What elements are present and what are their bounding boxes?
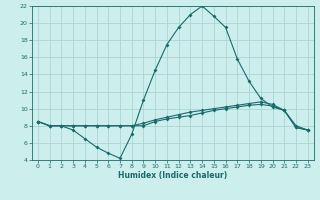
X-axis label: Humidex (Indice chaleur): Humidex (Indice chaleur)	[118, 171, 228, 180]
